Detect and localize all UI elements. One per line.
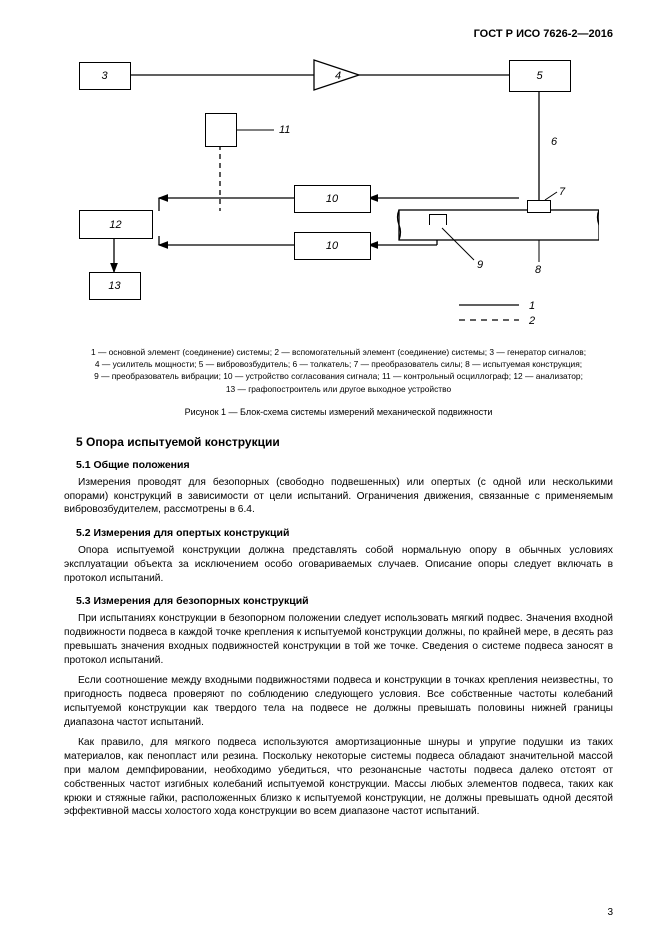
box-3: 3 [79,62,131,90]
box-11 [205,113,237,147]
svg-text:11: 11 [279,124,290,136]
svg-text:6: 6 [551,136,558,148]
box-10b-label: 10 [326,240,338,252]
box-3-label: 3 [101,70,107,82]
para-5-3c: Как правило, для мягкого подвеса использ… [64,736,613,819]
page: ГОСТ Р ИСО 7626-2—2016 4 6 11 [0,0,661,936]
box-12-label: 12 [109,219,121,231]
diagram-key: 1 — основной элемент (соединение) систем… [64,346,613,395]
subsection-5-1: 5.1 Общие положения [76,459,613,471]
para-5-2: Опора испытуемой конструкции должна пред… [64,544,613,585]
svg-text:8: 8 [535,264,542,276]
para-5-1: Измерения проводят для безопорных (свобо… [64,476,613,517]
para-5-3a: При испытаниях конструкции в безопорном … [64,612,613,667]
key-line-2: 4 — усилитель мощности; 5 — вибровозбуди… [64,358,613,370]
subsection-5-2: 5.2 Измерения для опертых конструкций [76,527,613,539]
svg-text:4: 4 [335,70,341,82]
svg-text:7: 7 [559,186,566,198]
box-13-label: 13 [108,280,120,292]
box-13: 13 [89,272,141,300]
svg-text:1: 1 [529,300,535,312]
box-10a: 10 [294,185,371,213]
key-line-1: 1 — основной элемент (соединение) систем… [64,346,613,358]
subsection-5-3: 5.3 Измерения для безопорных конструкций [76,595,613,607]
box-9 [429,214,447,225]
key-line-3: 9 — преобразователь вибрации; 10 — устро… [64,370,613,382]
figure-caption: Рисунок 1 — Блок-схема системы измерений… [64,407,613,417]
svg-text:9: 9 [477,259,483,271]
para-5-3b: Если соотношение между входными подвижно… [64,674,613,729]
box-5-label: 5 [536,70,542,82]
box-5: 5 [509,60,571,92]
block-diagram: 4 6 11 [79,50,599,340]
box-10a-label: 10 [326,193,338,205]
doc-header: ГОСТ Р ИСО 7626-2—2016 [64,28,613,40]
box-12: 12 [79,210,153,239]
svg-text:2: 2 [528,315,535,327]
page-number: 3 [607,907,613,918]
box-7 [527,200,551,213]
key-line-4: 13 — графопостроитель или другое выходно… [64,383,613,395]
box-10b: 10 [294,232,371,260]
section-5-title: 5 Опора испытуемой конструкции [76,435,613,449]
